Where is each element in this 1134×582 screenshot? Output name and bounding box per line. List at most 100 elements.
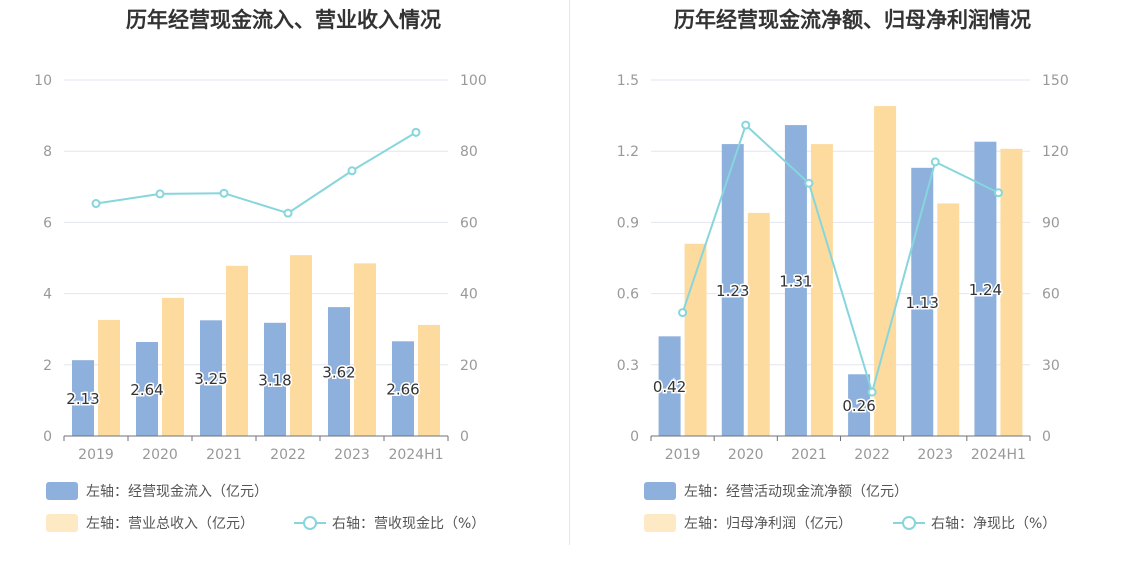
line-series: [681, 123, 999, 396]
bar-data-label: 2.64: [130, 381, 163, 399]
x-axis-tick-label: 2021: [791, 447, 827, 463]
line-point: [155, 189, 165, 199]
line-point: [219, 188, 229, 198]
bar-orange: [874, 106, 897, 437]
right-axis-tick-label: 30: [1042, 358, 1060, 374]
left-axis-tick-label: 4: [43, 287, 52, 303]
left-legend-label-2: 左轴：营业总收入（亿元）: [86, 516, 254, 532]
bar-orange: [810, 144, 833, 436]
line-point: [347, 166, 357, 176]
right-legend-label-3: 右轴：净现比（%）: [931, 516, 1057, 532]
bar-data-label: 1.24: [969, 281, 1002, 299]
bar-data-label: 0.26: [842, 397, 875, 415]
line-point: [91, 199, 101, 209]
right-chart-title: 历年经营现金流净额、归母净利润情况: [674, 8, 1031, 32]
legend-line-swatch-icon: [893, 514, 925, 532]
right-legend-item-3[interactable]: 右轴：净现比（%）: [893, 513, 1056, 533]
line-point: [741, 120, 751, 130]
x-axis-tick-label: 2021: [206, 447, 242, 463]
right-legend-label-2: 左轴：归母净利润（亿元）: [684, 516, 852, 532]
legend-line-swatch-icon: [294, 514, 326, 532]
bar-orange: [354, 263, 376, 436]
bar-data-label: 2.13: [66, 390, 99, 408]
legend-orange-swatch: [644, 514, 676, 532]
bar-orange: [937, 203, 960, 436]
right-axis-tick-label: 0: [1042, 429, 1051, 445]
line-point: [930, 157, 940, 167]
bar-orange: [290, 255, 312, 436]
line-point: [867, 387, 877, 397]
right-legend-item-2[interactable]: 左轴：归母净利润（亿元）: [644, 513, 852, 533]
left-chart-title: 历年经营现金流入、营业收入情况: [126, 8, 441, 32]
right-axis-tick-label: 20: [460, 358, 478, 374]
x-axis-tick-label: 2020: [142, 447, 178, 463]
right-chart-panel: 历年经营现金流净额、归母净利润情况 0 0 0.3 30 0.6 60 0.9 90 1.2 12…: [571, 0, 1134, 545]
panel-divider: [569, 0, 570, 545]
x-axis-tick-label: 2020: [728, 447, 764, 463]
left-legend-label-3: 右轴：营收现金比（%）: [332, 516, 486, 532]
left-axis-tick-label: 8: [43, 144, 52, 160]
line-series: [95, 131, 417, 215]
right-axis-tick-label: 90: [1042, 215, 1060, 231]
line-point: [411, 127, 421, 137]
right-axis-tick-label: 60: [1042, 287, 1060, 303]
bar-blue: [784, 125, 807, 437]
right-axis-tick-label: 80: [460, 144, 478, 160]
x-axis-tick-label: 2023: [334, 447, 370, 463]
bar-orange: [1000, 148, 1023, 436]
bar-blue: [72, 360, 94, 436]
bar-blue: [848, 374, 871, 436]
bar-data-label: 1.31: [779, 273, 812, 291]
left-legend-item-3[interactable]: 右轴：营收现金比（%）: [294, 513, 485, 533]
line-point: [283, 208, 293, 218]
bar-blue: [136, 342, 158, 436]
bar-blue: [264, 322, 286, 436]
legend-orange-swatch: [46, 514, 78, 532]
x-axis-tick-label: 2024H1: [388, 447, 443, 463]
bar-blue: [974, 141, 997, 436]
bar-data-label: 1.13: [906, 294, 939, 312]
x-axis-tick-label: 2019: [665, 447, 701, 463]
left-axis-tick-label: 1.5: [617, 73, 639, 89]
bar-orange: [226, 265, 248, 436]
line-point: [678, 308, 688, 318]
right-chart-plot: 0 0 0.3 30 0.6 60 0.9 90 1.2 120 1.5 150 2019 2020 202…: [617, 73, 1069, 463]
bar-orange: [162, 297, 184, 436]
x-axis-tick-label: 2022: [270, 447, 306, 463]
left-chart-panel: 历年经营现金流入、营业收入情况 0 0 2 20 4 40 6 60 8 80 10 100 2019 2…: [0, 0, 567, 545]
bar-data-label: 3.18: [258, 371, 291, 389]
left-axis-tick-label: 0.6: [617, 287, 639, 303]
x-axis-tick-label: 2022: [854, 447, 890, 463]
line-point: [804, 178, 814, 188]
left-axis-tick-label: 10: [34, 73, 52, 89]
bar-data-label: 1.23: [716, 282, 749, 300]
left-axis-tick-label: 0.3: [617, 358, 639, 374]
right-axis-tick-label: 40: [460, 287, 478, 303]
bar-orange: [98, 319, 120, 436]
bar-data-label: 0.42: [653, 378, 686, 396]
bar-blue: [911, 167, 934, 436]
bar-blue: [392, 341, 414, 436]
right-axis-tick-label: 100: [460, 73, 487, 89]
legend-blue-swatch: [46, 482, 78, 500]
left-legend-item-2[interactable]: 左轴：营业总收入（亿元）: [46, 513, 254, 533]
bar-blue: [658, 336, 681, 436]
bar-data-label: 2.66: [386, 381, 419, 399]
right-axis-tick-label: 0: [460, 429, 469, 445]
left-axis-tick-label: 0: [630, 429, 639, 445]
bar-blue: [200, 320, 222, 436]
left-axis-tick-label: 2: [43, 358, 52, 374]
left-axis-tick-label: 0: [43, 429, 52, 445]
bar-data-label: 3.62: [322, 364, 355, 382]
right-legend-item-1[interactable]: 左轴：经营活动现金流净额（亿元）: [644, 481, 908, 501]
right-axis-tick-label: 60: [460, 215, 478, 231]
left-axis-tick-label: 0.9: [617, 215, 639, 231]
x-axis-tick-label: 2023: [917, 447, 953, 463]
bar-blue: [721, 144, 744, 436]
legend-blue-swatch: [644, 482, 676, 500]
left-legend-item-1[interactable]: 左轴：经营现金流入（亿元）: [46, 481, 268, 501]
x-axis-tick-label: 2019: [78, 447, 114, 463]
right-legend-label-1: 左轴：经营活动现金流净额（亿元）: [684, 484, 908, 500]
left-legend-label-1: 左轴：经营现金流入（亿元）: [86, 484, 268, 500]
right-axis-tick-label: 150: [1042, 73, 1069, 89]
